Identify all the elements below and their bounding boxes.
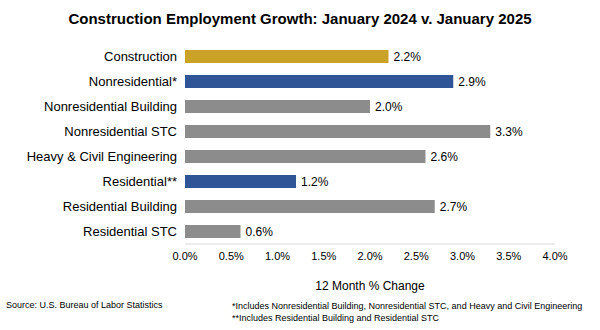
svg-text:12 Month % Change: 12 Month % Change [315,279,425,293]
svg-text:2.6%: 2.6% [431,150,459,164]
svg-text:Nonresidential Building: Nonresidential Building [44,99,177,114]
html-text:Construction Employment Growth: Construction Employment Growth: January … [68,10,532,27]
svg-text:Construction: Construction [104,49,177,64]
html-text:Source: U.S. Bureau of Labor S: Source: U.S. Bureau of Labor Statistics [6,300,163,310]
svg-text:2.0%: 2.0% [357,250,382,262]
svg-text:2.9%: 2.9% [458,75,486,89]
svg-text:2.2%: 2.2% [394,50,422,64]
svg-text:1.5%: 1.5% [311,250,336,262]
svg-text:Residential**: Residential** [103,174,177,189]
svg-text:Residential STC: Residential STC [83,224,177,239]
svg-text:Residential Building: Residential Building [63,199,177,214]
html-text:**Includes Residential Buildin: **Includes Residential Building and Resi… [232,313,440,323]
svg-text:3.0%: 3.0% [450,250,475,262]
svg-text:3.5%: 3.5% [496,250,521,262]
svg-text:4.0%: 4.0% [542,250,567,262]
svg-text:Nonresidential*: Nonresidential* [89,74,177,89]
svg-text:1.2%: 1.2% [301,175,329,189]
svg-text:Heavy & Civil Engineering: Heavy & Civil Engineering [27,149,177,164]
svg-text:0.5%: 0.5% [219,250,244,262]
svg-text:0.0%: 0.0% [172,250,197,262]
svg-text:2.0%: 2.0% [375,100,403,114]
svg-text:2.7%: 2.7% [440,200,468,214]
svg-text:Nonresidential STC: Nonresidential STC [64,124,177,139]
svg-text:1.0%: 1.0% [265,250,290,262]
svg-text:0.6%: 0.6% [246,225,274,239]
svg-text:3.3%: 3.3% [495,125,523,139]
svg-text:2.5%: 2.5% [404,250,429,262]
html-text:*Includes Nonresidential Build: *Includes Nonresidential Building, Nonre… [232,301,583,311]
